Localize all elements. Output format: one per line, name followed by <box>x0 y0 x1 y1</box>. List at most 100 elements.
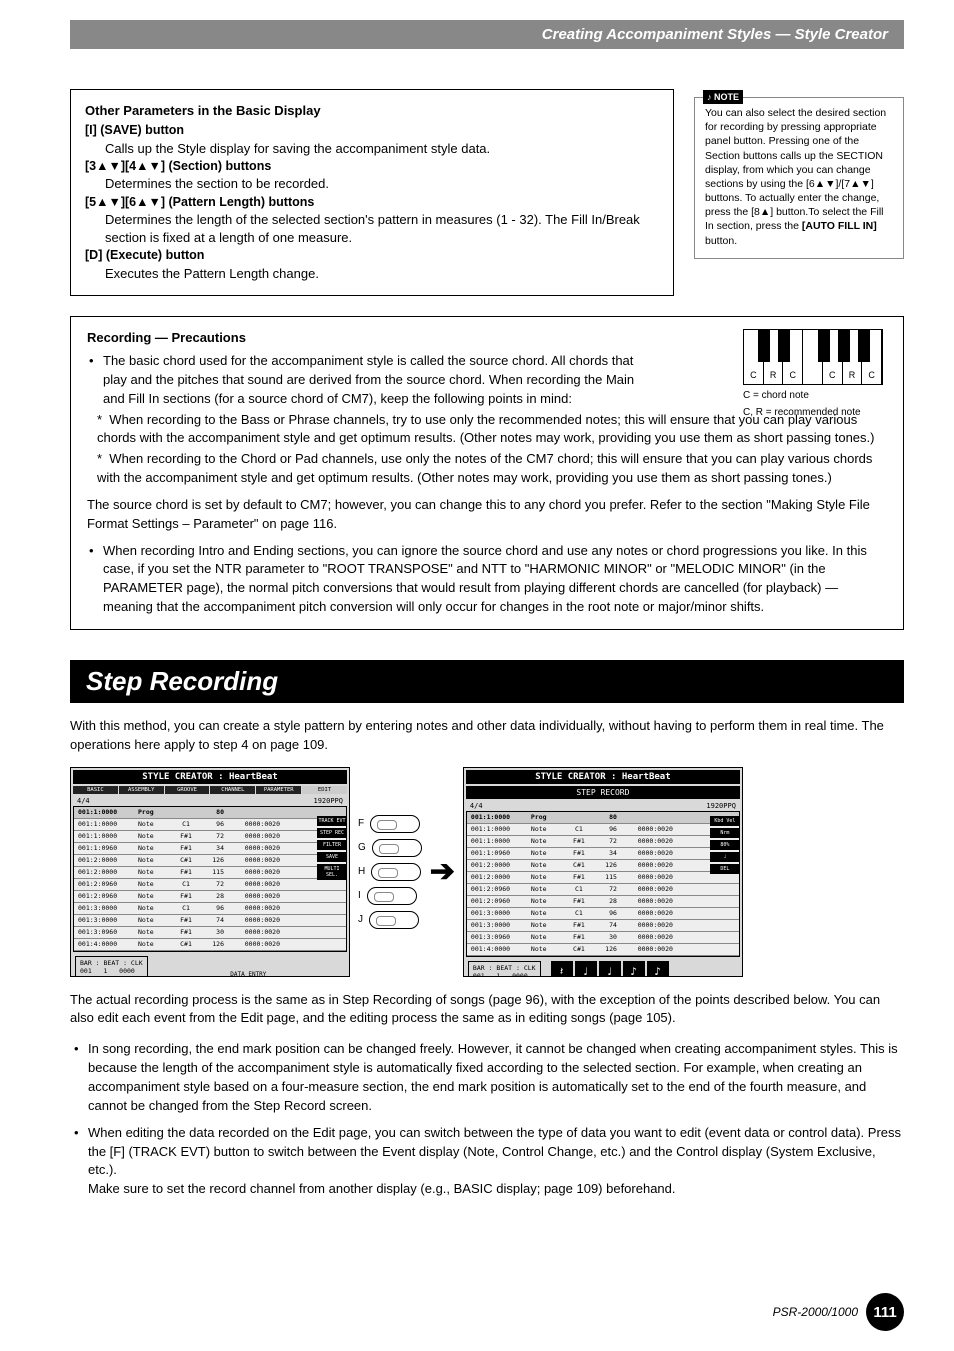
panel-button[interactable] <box>371 863 421 881</box>
lcd-side-button: Kbd Vel <box>710 816 740 826</box>
lcd-clk-v: 0000 <box>512 972 528 977</box>
lcd-row: 001:1:0000NoteC1960000:0020 <box>74 819 346 831</box>
lcd-row: 001:2:0000NoteF#11150000:0020 <box>467 872 739 884</box>
lcd-side-button: SAVE <box>317 852 347 862</box>
lcd-row: 001:3:0000NoteF#1740000:0020 <box>467 920 739 932</box>
lcd-side-button: Nrm <box>710 828 740 838</box>
lcd-title: STYLE CREATOR : HeartBeat <box>466 770 740 784</box>
lcd-tab: ASSEMBLY <box>119 786 164 794</box>
panel-button[interactable] <box>370 815 420 833</box>
lcd-tab: PARAMETER <box>256 786 301 794</box>
recording-box: C R C C R C C = chord note C, R = recomm… <box>70 316 904 630</box>
note-wrapper: NOTE You can also select the desired sec… <box>694 89 904 296</box>
panel-button[interactable] <box>367 887 417 905</box>
lcd-row: 001:1:0000NoteF#1720000:0020 <box>467 836 739 848</box>
piano-key-label: R <box>849 369 856 382</box>
lcd-tab: GROOVE <box>165 786 210 794</box>
screenshot-row: STYLE CREATOR : HeartBeat BASICASSEMBLYG… <box>70 767 904 977</box>
lcd-side-button: FILTER <box>317 840 347 850</box>
lcd-tab: EDIT <box>302 786 347 794</box>
panel-button-row: F <box>358 815 422 833</box>
arrow-icon: ➔ <box>430 854 455 889</box>
piano-key-label: C <box>868 369 875 382</box>
lcd-beat-v: 1 <box>104 967 108 975</box>
panel-button-label: H <box>358 866 365 877</box>
recording-bullet-1: The basic chord used for the accompanime… <box>103 353 634 406</box>
piano-caption-1: C = chord note <box>743 389 883 402</box>
lcd-title: STYLE CREATOR : HeartBeat <box>73 770 347 784</box>
recording-bullet-2: When recording Intro and Ending sections… <box>103 543 867 615</box>
page-header: Creating Accompaniment Styles — Style Cr… <box>70 20 904 49</box>
param-label: [D] (Execute) button <box>85 247 659 265</box>
page-footer: PSR-2000/1000 111 <box>773 1293 904 1331</box>
note-value-button: ♪ <box>623 961 645 977</box>
lcd-clk-label: CLK <box>131 959 143 967</box>
panel-button[interactable] <box>369 911 419 929</box>
lcd-row: 001:3:0960NoteF#1300000:0020 <box>467 932 739 944</box>
panel-button-row: J <box>358 911 422 929</box>
lcd-row: 001:1:0960NoteF#1340000:0020 <box>74 843 346 855</box>
lcd-tab: CHANNEL <box>210 786 255 794</box>
lcd-clk-label: CLK <box>524 964 536 972</box>
recording-star-2: When recording to the Chord or Pad chann… <box>97 451 872 485</box>
lcd-beat-label: BEAT <box>104 959 120 967</box>
note-box: NOTE You can also select the desired sec… <box>694 97 904 259</box>
piano-key-label: C <box>790 369 797 382</box>
lcd-bar-label: BAR <box>473 964 485 972</box>
lcd-row: 001:4:0000NoteC#11260000:0020 <box>467 944 739 956</box>
lcd-row: 001:2:0960NoteF#1280000:0020 <box>74 891 346 903</box>
lcd-row: 001:1:0000NoteF#1720000:0020 <box>74 831 346 843</box>
param-desc: Determines the length of the selected se… <box>105 211 659 247</box>
bottom-bullets: In song recording, the end mark position… <box>70 1040 904 1199</box>
bullet-item: When editing the data recorded on the Ed… <box>70 1124 904 1199</box>
panel-button[interactable] <box>372 839 422 857</box>
param-desc: Executes the Pattern Length change. <box>105 265 659 283</box>
note-value-button: ♩ <box>575 961 597 977</box>
lcd-row: 001:3:0960NoteF#1300000:0020 <box>74 927 346 939</box>
lcd-side-button: MULTI SEL. <box>317 864 347 880</box>
lcd-subtab: STEP RECORD <box>466 786 740 799</box>
after-text: The actual recording process is the same… <box>70 991 904 1029</box>
panel-button-row: G <box>358 839 422 857</box>
note-value-button: ♪ <box>647 961 669 977</box>
param-desc: Calls up the Style display for saving th… <box>105 140 659 158</box>
param-label: [3▲▼][4▲▼] (Section) buttons <box>85 158 659 176</box>
bullet-item: In song recording, the end mark position… <box>70 1040 904 1115</box>
param-desc: Determines the section to be recorded. <box>105 175 659 193</box>
lcd-screenshot-edit: STYLE CREATOR : HeartBeat BASICASSEMBLYG… <box>70 767 350 977</box>
footer-model: PSR-2000/1000 <box>773 1305 858 1319</box>
panel-buttons: FGHIJ <box>358 815 422 929</box>
lcd-beat-v: 1 <box>496 972 500 977</box>
piano-key-label: C <box>829 369 836 382</box>
note-text-end: button. <box>705 235 737 247</box>
piano-diagram: C R C C R C C = chord note C, R = recomm… <box>743 329 883 419</box>
lcd-side-button: 80% <box>710 840 740 850</box>
lcd-side-button: DEL <box>710 864 740 874</box>
lcd-row: 001:1:0000NoteC1960000:0020 <box>467 824 739 836</box>
panel-button-row: H <box>358 863 422 881</box>
panel-button-label: F <box>358 818 364 829</box>
lcd-row: 001:2:0960NoteF#1280000:0020 <box>467 896 739 908</box>
piano-key-label: C <box>750 369 757 382</box>
recording-source: The source chord is set by default to CM… <box>87 496 887 534</box>
step-intro: With this method, you can create a style… <box>70 717 904 755</box>
lcd-row: 001:2:0000NoteF#11150000:0020 <box>74 867 346 879</box>
lcd-row: 001:2:0960NoteC1720000:0020 <box>74 879 346 891</box>
step-recording-heading: Step Recording <box>70 660 904 703</box>
lcd-sig: 4/4 <box>77 797 90 805</box>
piano-key-label: R <box>770 369 777 382</box>
lcd-side-button: TRACK EVT <box>317 816 347 826</box>
panel-button-row: I <box>358 887 422 905</box>
lcd-bar-v: 001 <box>80 967 92 975</box>
lcd-beat-label: BEAT <box>496 964 512 972</box>
lcd-row: 001:3:0000NoteC1960000:0020 <box>74 903 346 915</box>
lcd-row: 001:3:0000NoteF#1740000:0020 <box>74 915 346 927</box>
basic-display-title: Other Parameters in the Basic Display <box>85 102 659 120</box>
footer-page-number: 111 <box>866 1293 904 1331</box>
lcd-ppq: 1920PPQ <box>706 802 736 810</box>
lcd-row: 001:2:0000NoteC#11260000:0020 <box>467 860 739 872</box>
note-bold: [AUTO FILL IN] <box>802 220 877 232</box>
note-label: NOTE <box>703 90 743 104</box>
basic-display-box: Other Parameters in the Basic Display [I… <box>70 89 674 296</box>
note-value-button: ♩ <box>599 961 621 977</box>
